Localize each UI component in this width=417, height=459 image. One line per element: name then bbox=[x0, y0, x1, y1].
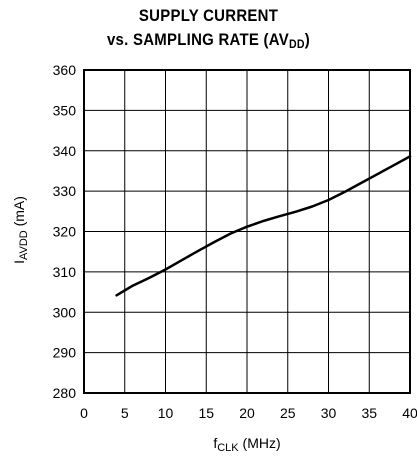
y-tick-label: 320 bbox=[53, 224, 77, 240]
chart-title-line1: SUPPLY CURRENT bbox=[138, 6, 279, 25]
y-tick-label: 330 bbox=[53, 183, 77, 199]
x-tick-label: 25 bbox=[280, 405, 296, 421]
y-tick-label: 310 bbox=[53, 264, 77, 280]
title-subscript: DD bbox=[288, 37, 305, 51]
x-axis-label: fCLK (MHz) bbox=[213, 435, 280, 454]
x-tick-label: 0 bbox=[80, 405, 88, 421]
grid bbox=[83, 69, 411, 394]
y-tick-label: 350 bbox=[53, 102, 77, 118]
y-tick-label: 300 bbox=[53, 304, 77, 320]
x-tick-label: 35 bbox=[361, 405, 377, 421]
x-tick-label: 20 bbox=[239, 405, 255, 421]
x-tick-label: 15 bbox=[198, 405, 214, 421]
x-tick-label: 30 bbox=[321, 405, 337, 421]
series-line bbox=[115, 155, 412, 297]
plot-frame bbox=[83, 69, 411, 394]
y-tick-label: 340 bbox=[53, 143, 77, 159]
chart-title-line2: vs. SAMPLING RATE (AVDD) bbox=[25, 30, 392, 51]
y-tick-label: 280 bbox=[53, 385, 77, 401]
title-end: ) bbox=[304, 30, 311, 49]
y-axis-label: IAVDD (mA) bbox=[11, 196, 30, 264]
x-axis: 0 5 10 15 20 25 30 35 40 bbox=[80, 405, 417, 421]
x-tick-label: 10 bbox=[158, 405, 174, 421]
x-tick-label: 5 bbox=[121, 405, 129, 421]
y-axis: 280 290 300 310 320 330 340 350 360 bbox=[53, 62, 77, 401]
title-main: vs. SAMPLING RATE (AV bbox=[106, 30, 289, 49]
y-tick-label: 360 bbox=[53, 62, 77, 78]
x-tick-label: 40 bbox=[402, 405, 417, 421]
y-tick-label: 290 bbox=[53, 345, 77, 361]
